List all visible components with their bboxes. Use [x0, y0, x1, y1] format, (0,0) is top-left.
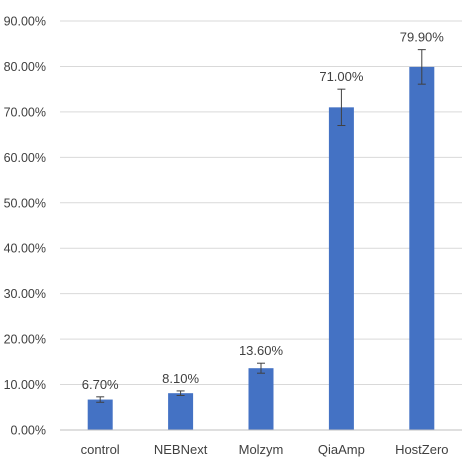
data-label-nebnext: 8.10% [162, 371, 199, 386]
y-tick-label: 0.00% [11, 424, 46, 438]
y-axis-tick-labels: 0.00% 10.00% 20.00% 30.00% 40.00% 50.00% 60.00… [4, 15, 46, 438]
category-label-nebnext: NEBNext [154, 442, 208, 457]
bar-control [87, 399, 113, 430]
bars [87, 66, 435, 430]
category-label-hostzero: HostZero [395, 442, 448, 457]
data-label-molzym: 13.60% [239, 343, 284, 358]
category-label-control: control [81, 442, 120, 457]
y-tick-label: 20.00% [4, 333, 46, 347]
error-bars [96, 49, 426, 403]
gridlines [60, 20, 462, 386]
data-label-hostzero: 79.90% [400, 30, 445, 45]
bar-hostzero [409, 66, 435, 430]
category-label-molzym: Molzym [239, 442, 284, 457]
y-tick-label: 90.00% [4, 15, 46, 29]
y-tick-label: 70.00% [4, 105, 46, 119]
y-tick-label: 60.00% [4, 151, 46, 165]
bar-qiaamp [328, 107, 354, 430]
data-label-control: 6.70% [82, 377, 119, 392]
bar-nebnext [168, 393, 194, 430]
y-tick-label: 30.00% [4, 287, 46, 301]
y-tick-label: 50.00% [4, 196, 46, 210]
category-label-qiaamp: QiaAmp [318, 442, 365, 457]
bar-molzym [248, 368, 274, 430]
y-tick-label: 40.00% [4, 242, 46, 256]
data-label-qiaamp: 71.00% [319, 69, 364, 84]
data-labels: 6.70% 8.10% 13.60% 71.00% 79.90% [82, 30, 445, 392]
y-tick-label: 80.00% [4, 60, 46, 74]
x-axis-category-labels: control NEBNext Molzym QiaAmp HostZero [81, 442, 449, 457]
y-tick-label: 10.00% [4, 378, 46, 392]
